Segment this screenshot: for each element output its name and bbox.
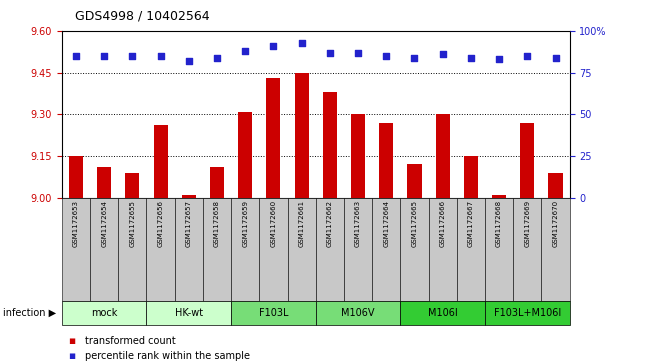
Text: GSM1172662: GSM1172662 bbox=[327, 200, 333, 246]
Text: GSM1172667: GSM1172667 bbox=[468, 200, 474, 247]
Point bbox=[296, 40, 307, 45]
Text: GSM1172670: GSM1172670 bbox=[553, 200, 559, 247]
Text: transformed count: transformed count bbox=[85, 336, 175, 346]
Text: HK-wt: HK-wt bbox=[174, 308, 203, 318]
Point bbox=[325, 50, 335, 56]
Bar bbox=[154, 126, 167, 198]
Bar bbox=[520, 123, 534, 198]
Point bbox=[522, 53, 533, 59]
Text: ◾: ◾ bbox=[68, 336, 76, 346]
Text: GSM1172666: GSM1172666 bbox=[439, 200, 446, 247]
Bar bbox=[182, 195, 196, 198]
Bar bbox=[69, 156, 83, 198]
Text: M106V: M106V bbox=[341, 308, 375, 318]
Point bbox=[99, 53, 109, 59]
Text: GSM1172663: GSM1172663 bbox=[355, 200, 361, 247]
Point bbox=[127, 53, 137, 59]
Text: F103L: F103L bbox=[258, 308, 288, 318]
Text: GSM1172659: GSM1172659 bbox=[242, 200, 248, 246]
Text: infection ▶: infection ▶ bbox=[3, 308, 57, 318]
Point bbox=[494, 56, 505, 62]
Bar bbox=[125, 173, 139, 198]
Text: percentile rank within the sample: percentile rank within the sample bbox=[85, 351, 249, 361]
Bar bbox=[351, 114, 365, 198]
Bar bbox=[210, 167, 224, 198]
Point bbox=[437, 51, 448, 57]
Bar bbox=[238, 111, 252, 198]
Text: M106I: M106I bbox=[428, 308, 458, 318]
Text: GSM1172661: GSM1172661 bbox=[299, 200, 305, 247]
Point bbox=[212, 55, 222, 61]
Point bbox=[381, 53, 391, 59]
Bar bbox=[548, 173, 562, 198]
Point bbox=[156, 53, 166, 59]
Text: GSM1172653: GSM1172653 bbox=[73, 200, 79, 246]
Text: GSM1172656: GSM1172656 bbox=[158, 200, 163, 246]
Point bbox=[184, 58, 194, 64]
Bar bbox=[294, 73, 309, 198]
Text: mock: mock bbox=[91, 308, 117, 318]
Text: GSM1172665: GSM1172665 bbox=[411, 200, 417, 246]
Text: GSM1172668: GSM1172668 bbox=[496, 200, 502, 247]
Bar bbox=[436, 114, 450, 198]
Point bbox=[550, 55, 561, 61]
Text: GSM1172657: GSM1172657 bbox=[186, 200, 192, 246]
Bar bbox=[492, 195, 506, 198]
Text: ◾: ◾ bbox=[68, 351, 76, 361]
Bar bbox=[379, 123, 393, 198]
Bar bbox=[408, 164, 421, 198]
Point bbox=[268, 43, 279, 49]
Text: F103L+M106I: F103L+M106I bbox=[493, 308, 561, 318]
Text: GSM1172658: GSM1172658 bbox=[214, 200, 220, 246]
Text: GSM1172655: GSM1172655 bbox=[130, 200, 135, 246]
Point bbox=[240, 48, 251, 54]
Bar bbox=[266, 78, 281, 198]
Bar bbox=[323, 92, 337, 198]
Text: GSM1172664: GSM1172664 bbox=[383, 200, 389, 246]
Text: GSM1172660: GSM1172660 bbox=[270, 200, 277, 247]
Point bbox=[353, 50, 363, 56]
Text: GSM1172669: GSM1172669 bbox=[524, 200, 531, 247]
Point bbox=[409, 55, 420, 61]
Text: GDS4998 / 10402564: GDS4998 / 10402564 bbox=[75, 9, 210, 22]
Bar bbox=[464, 156, 478, 198]
Text: GSM1172654: GSM1172654 bbox=[101, 200, 107, 246]
Point bbox=[465, 55, 476, 61]
Point bbox=[71, 53, 81, 59]
Bar bbox=[97, 167, 111, 198]
